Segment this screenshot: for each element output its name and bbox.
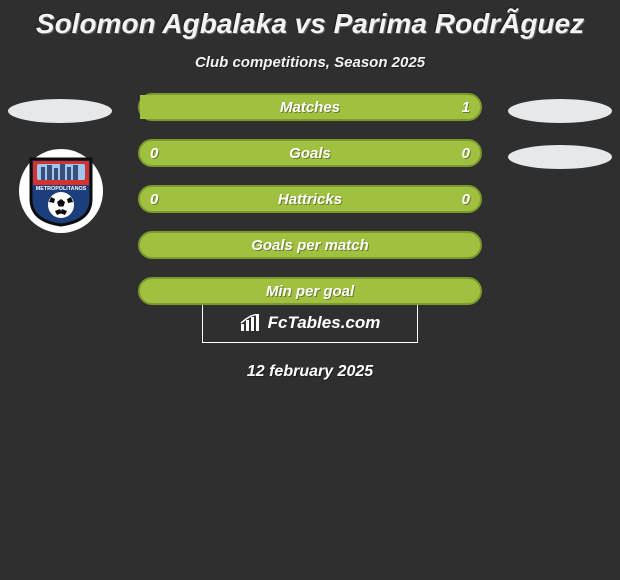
stat-bar: Goals per match: [138, 231, 482, 259]
bar-value-left: 0: [150, 187, 158, 211]
bars-icon: [240, 314, 262, 332]
bar-label: Matches: [140, 95, 480, 119]
skyline-6: [73, 165, 78, 180]
comparison-infographic: Solomon Agbalaka vs Parima RodrÃ­guez Cl…: [0, 0, 620, 580]
bar-value-left: 0: [150, 141, 158, 165]
player-right-oval-1: [508, 99, 612, 123]
badge-shield-icon: METROPOLITANOS: [27, 155, 95, 227]
bar-value-right: 0: [462, 141, 470, 165]
bar-label: Goals: [140, 141, 480, 165]
bar-value-right: 1: [462, 95, 470, 119]
bar-label: Min per goal: [140, 279, 480, 303]
skyline-1: [41, 167, 45, 180]
player-left-oval-1: [8, 99, 112, 123]
badge-text: METROPOLITANOS: [36, 186, 87, 192]
skyline-4: [60, 164, 65, 180]
date-text: 12 february 2025: [0, 363, 620, 381]
bar-label: Goals per match: [140, 233, 480, 257]
stat-bar: Matches1: [138, 93, 482, 121]
page-subtitle: Club competitions, Season 2025: [0, 54, 620, 71]
stat-bars: Matches1Goals00Hattricks00Goals per matc…: [138, 93, 482, 323]
player-right-oval-2: [508, 145, 612, 169]
bar-value-right: 0: [462, 187, 470, 211]
page-title: Solomon Agbalaka vs Parima RodrÃ­guez: [0, 0, 620, 40]
skyline-2: [47, 165, 52, 180]
skyline-3: [54, 168, 58, 180]
stat-bar: Goals0 0: [138, 139, 482, 167]
bar-label: Hattricks: [140, 187, 480, 211]
skyline-5: [67, 167, 71, 180]
stat-bar: Min per goal: [138, 277, 482, 305]
left-club-badge: METROPOLITANOS: [19, 149, 103, 233]
stat-bar: Hattricks0 0: [138, 185, 482, 213]
